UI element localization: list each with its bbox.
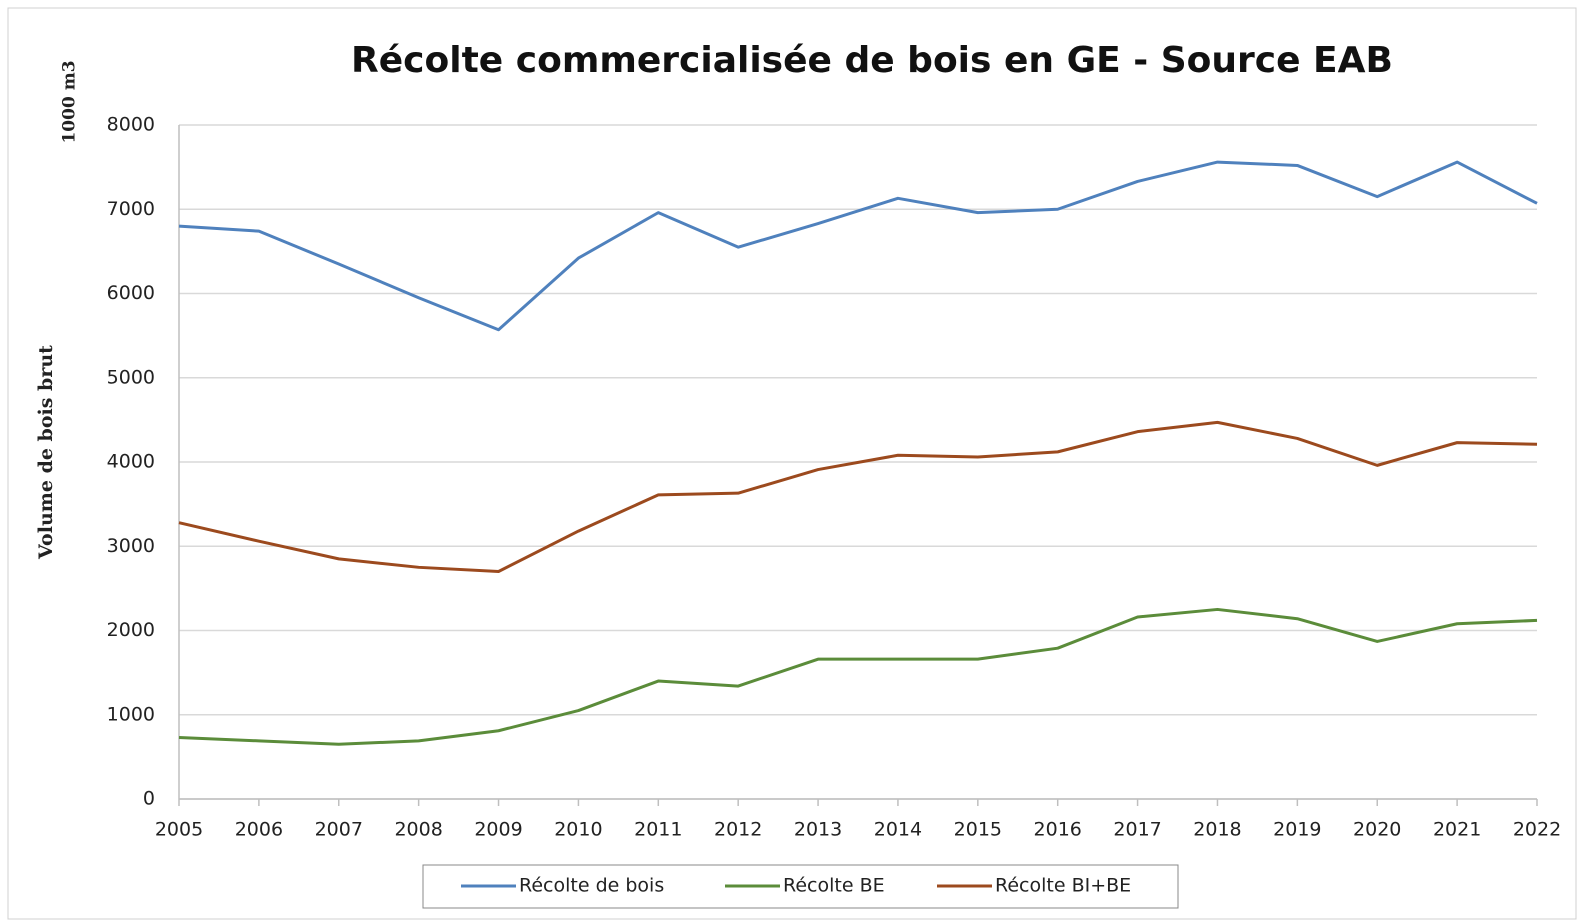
series-line [178,420,1538,574]
legend-label: Récolte BI+BE [995,875,1131,897]
y-tick-label: 7000 [107,198,155,220]
y-tick-label: 1000 [107,703,155,725]
chart-border [7,7,1577,920]
x-tick-label: 2018 [1193,819,1241,841]
x-tick-label: 2012 [714,819,762,841]
series-line [178,607,1538,746]
y-tick-label: 4000 [107,451,155,473]
x-tick-label: 2008 [394,819,442,841]
legend-label: Récolte BE [783,875,885,897]
x-tick-label: 2006 [235,819,283,841]
x-tick-label: 2015 [954,819,1002,841]
y-tick-label: 6000 [107,282,155,304]
series-line [178,160,1538,332]
y-tick-label: 5000 [107,366,155,388]
legend-label: Récolte de bois [519,875,664,897]
x-tick-label: 2013 [794,819,842,841]
y-tick-label: 8000 [107,114,155,136]
x-tick-label: 2010 [554,819,602,841]
x-tick-label: 2005 [155,819,203,841]
x-tick-label: 2016 [1034,819,1082,841]
x-tick-label: 2014 [874,819,922,841]
y-unit: 1000 m3 [60,60,80,143]
chart-title: Récolte commercialisée de bois en GE - S… [351,40,1393,81]
x-tick-label: 2020 [1353,819,1401,841]
x-tick-label: 2022 [1513,819,1561,841]
y-tick-label: 3000 [107,535,155,557]
legend-box [422,864,1179,909]
x-tick-label: 2021 [1433,819,1481,841]
x-tick-label: 2019 [1273,819,1321,841]
y-tick-label: 2000 [107,619,155,641]
x-tick-label: 2009 [474,819,522,841]
y-axis-label: Volume de bois brut [35,345,57,560]
x-tick-label: 2017 [1113,819,1161,841]
y-tick-label: 0 [143,788,155,810]
x-tick-label: 2011 [634,819,682,841]
x-tick-label: 2007 [315,819,363,841]
